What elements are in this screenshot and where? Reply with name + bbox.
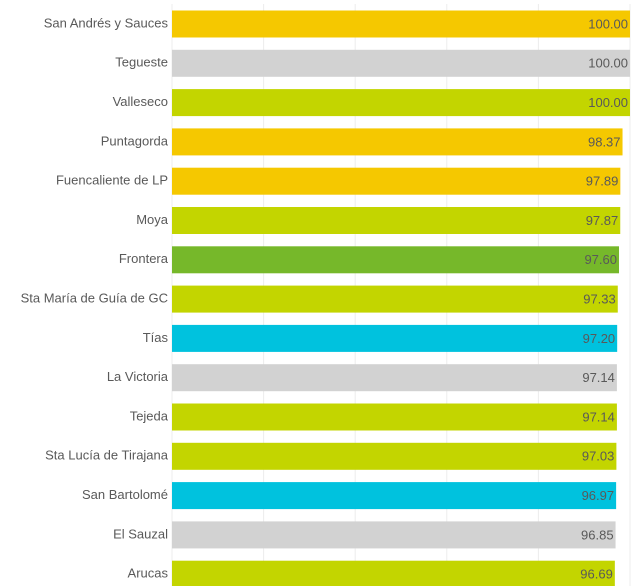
value-label: 97.20	[583, 331, 616, 346]
bar	[172, 521, 616, 549]
bar	[172, 128, 623, 156]
value-label: 100.00	[588, 56, 628, 71]
y-tick-label: Tejeda	[130, 408, 169, 423]
y-tick-label: Tías	[143, 330, 169, 345]
value-label: 97.87	[586, 213, 619, 228]
y-tick-label: Arucas	[128, 566, 169, 581]
y-tick-label: El Sauzal	[113, 526, 168, 541]
value-label: 97.33	[583, 292, 616, 307]
y-tick-label: Tegueste	[115, 55, 168, 70]
y-tick-label: Puntagorda	[101, 133, 169, 148]
bar	[172, 49, 630, 77]
bar	[172, 10, 630, 38]
y-tick-label: La Victoria	[107, 369, 169, 384]
bar	[172, 403, 617, 431]
value-label: 97.03	[582, 449, 615, 464]
value-label: 96.97	[582, 488, 615, 503]
value-label: 96.85	[581, 527, 614, 542]
bar	[172, 324, 618, 352]
y-tick-label: San Bartolomé	[82, 487, 168, 502]
value-label: 98.37	[588, 134, 621, 149]
value-label: 97.14	[582, 409, 615, 424]
value-label: 100.00	[588, 95, 628, 110]
bar	[172, 285, 618, 313]
value-label: 96.69	[580, 567, 613, 582]
value-label: 97.14	[582, 370, 615, 385]
bar	[172, 442, 617, 470]
y-tick-label: Sta Lucía de Tirajana	[45, 448, 169, 463]
y-tick-label: Fuencaliente de LP	[56, 173, 168, 188]
value-label: 97.89	[586, 174, 619, 189]
y-tick-label: Valleseco	[113, 94, 168, 109]
value-label: 100.00	[588, 16, 628, 31]
y-tick-label: San Andrés y Sauces	[44, 15, 169, 30]
bar	[172, 89, 630, 117]
y-tick-label: Sta María de Guía de GC	[21, 291, 168, 306]
bar	[172, 167, 621, 195]
bar	[172, 207, 621, 234]
bar	[172, 482, 617, 510]
bar	[172, 246, 620, 274]
bar	[172, 560, 615, 586]
bar	[172, 364, 617, 392]
value-label: 97.60	[584, 252, 617, 267]
y-tick-label: Moya	[136, 212, 169, 227]
y-tick-label: Frontera	[119, 251, 169, 266]
